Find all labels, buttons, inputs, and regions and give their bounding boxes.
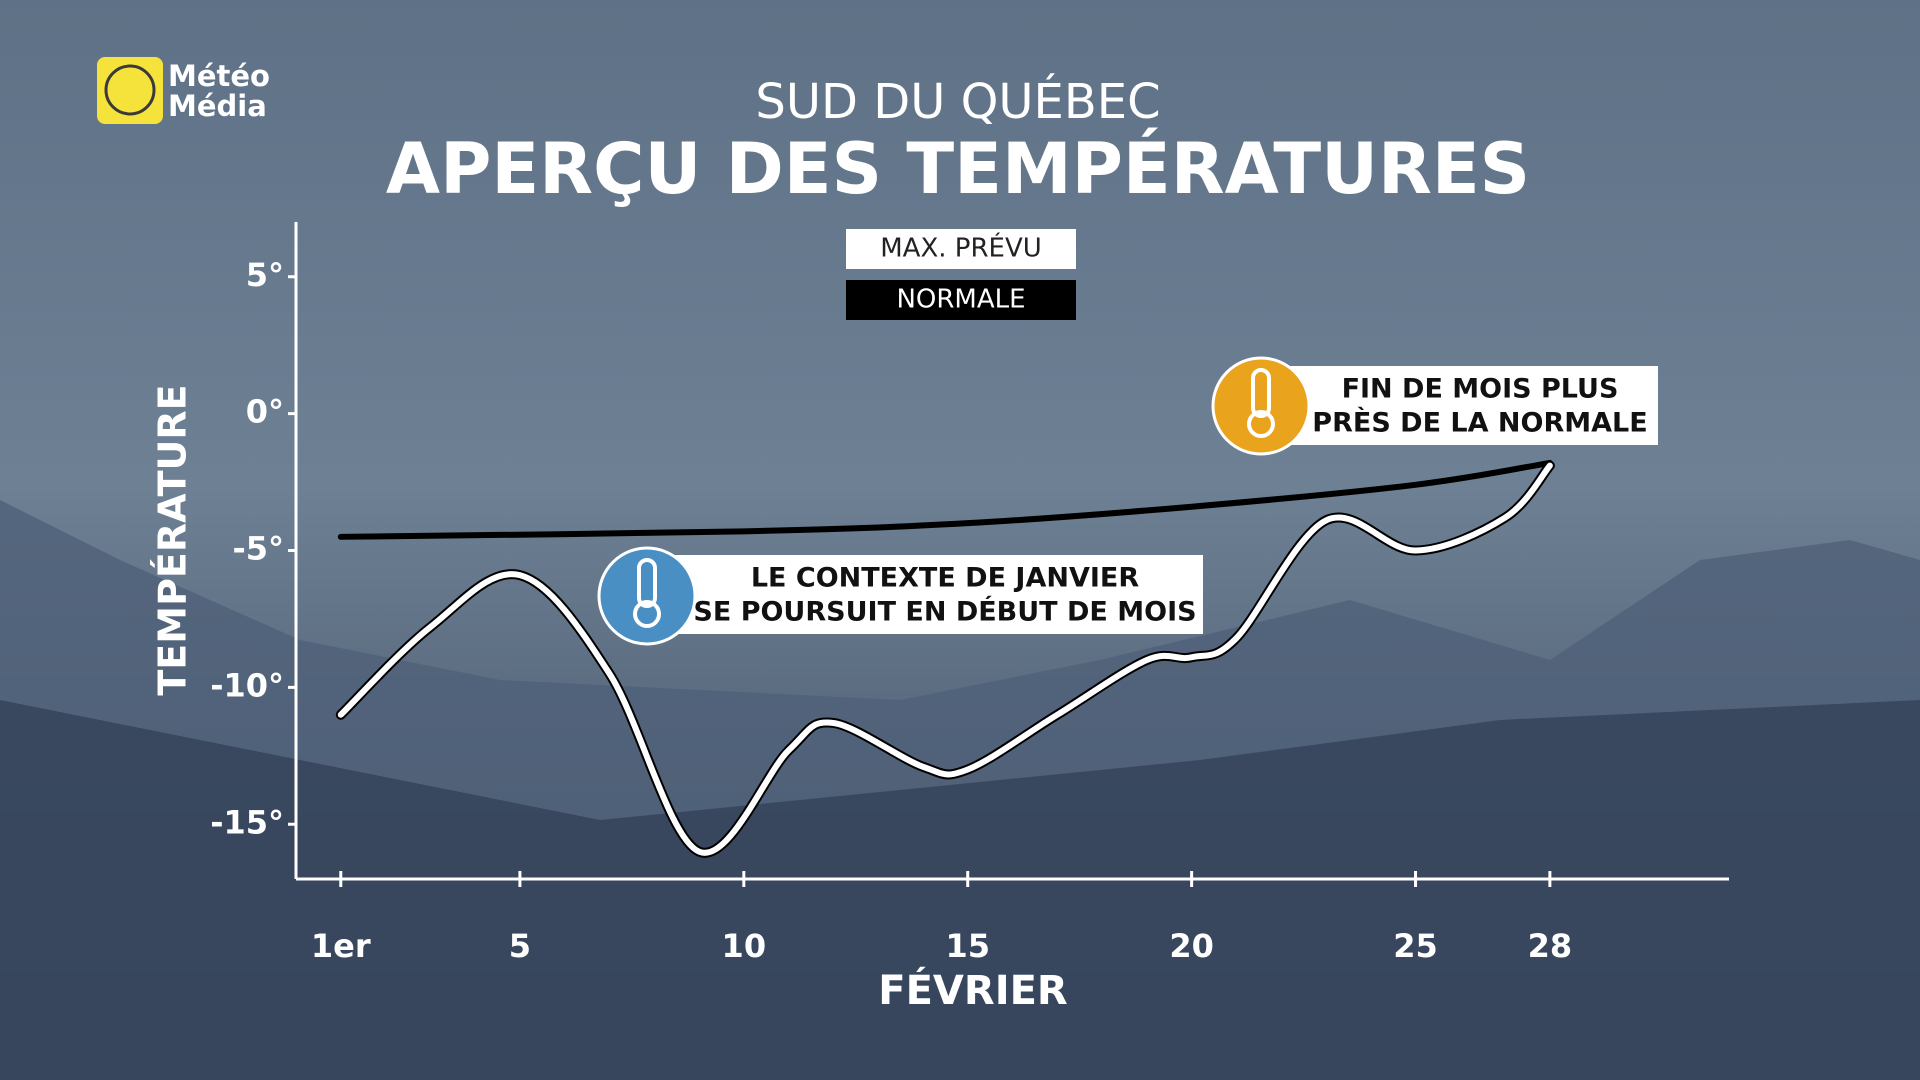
logo-text: Météo xyxy=(168,59,270,93)
series-line xyxy=(337,462,1553,856)
x-tick-label: 15 xyxy=(945,927,990,965)
thermometer-bulb xyxy=(633,600,661,628)
legend-label: MAX. PRÉVU xyxy=(880,232,1042,264)
cold-icon xyxy=(597,546,697,646)
series-line xyxy=(337,459,1553,540)
x-axis-label: FÉVRIER xyxy=(878,966,1067,1014)
x-tick-label: 20 xyxy=(1169,927,1214,965)
x-tick-label: 25 xyxy=(1393,927,1438,965)
forest xyxy=(0,700,1920,1080)
annotation-text: SE POURSUIT EN DÉBUT DE MOIS xyxy=(693,596,1196,628)
y-axis-label: TEMPÉRATURE xyxy=(151,384,195,695)
y-tick-label: -10° xyxy=(210,666,284,704)
x-tick-label: 10 xyxy=(722,927,767,965)
chart-subtitle: APERÇU DES TEMPÉRATURES xyxy=(386,128,1530,210)
annotation-text: FIN DE MOIS PLUS xyxy=(1342,374,1619,405)
thermometer xyxy=(637,558,657,608)
annotation-box xyxy=(1260,366,1658,445)
legend-box xyxy=(846,229,1076,269)
annotation-text: PRÈS DE LA NORMALE xyxy=(1312,407,1647,439)
x-tick-label: 1er xyxy=(311,927,371,965)
warm-icon xyxy=(1211,356,1311,456)
annotation-text: LE CONTEXTE DE JANVIER xyxy=(751,563,1140,594)
y-tick-label: -15° xyxy=(210,803,284,841)
logo-text: Média xyxy=(168,89,267,123)
y-tick-label: 5° xyxy=(246,256,284,294)
x-tick-label: 28 xyxy=(1528,927,1573,965)
chart-title: SUD DU QUÉBEC xyxy=(755,73,1160,130)
legend-label: NORMALE xyxy=(896,285,1025,315)
annotation-box xyxy=(663,555,1203,634)
y-tick-label: -5° xyxy=(232,530,284,568)
logo-globe xyxy=(104,64,156,116)
thermometer xyxy=(1251,368,1271,418)
legend-box xyxy=(846,280,1076,320)
x-tick-label: 5 xyxy=(509,927,531,965)
thermometer-bulb xyxy=(1247,410,1275,438)
y-tick-label: 0° xyxy=(246,393,284,431)
